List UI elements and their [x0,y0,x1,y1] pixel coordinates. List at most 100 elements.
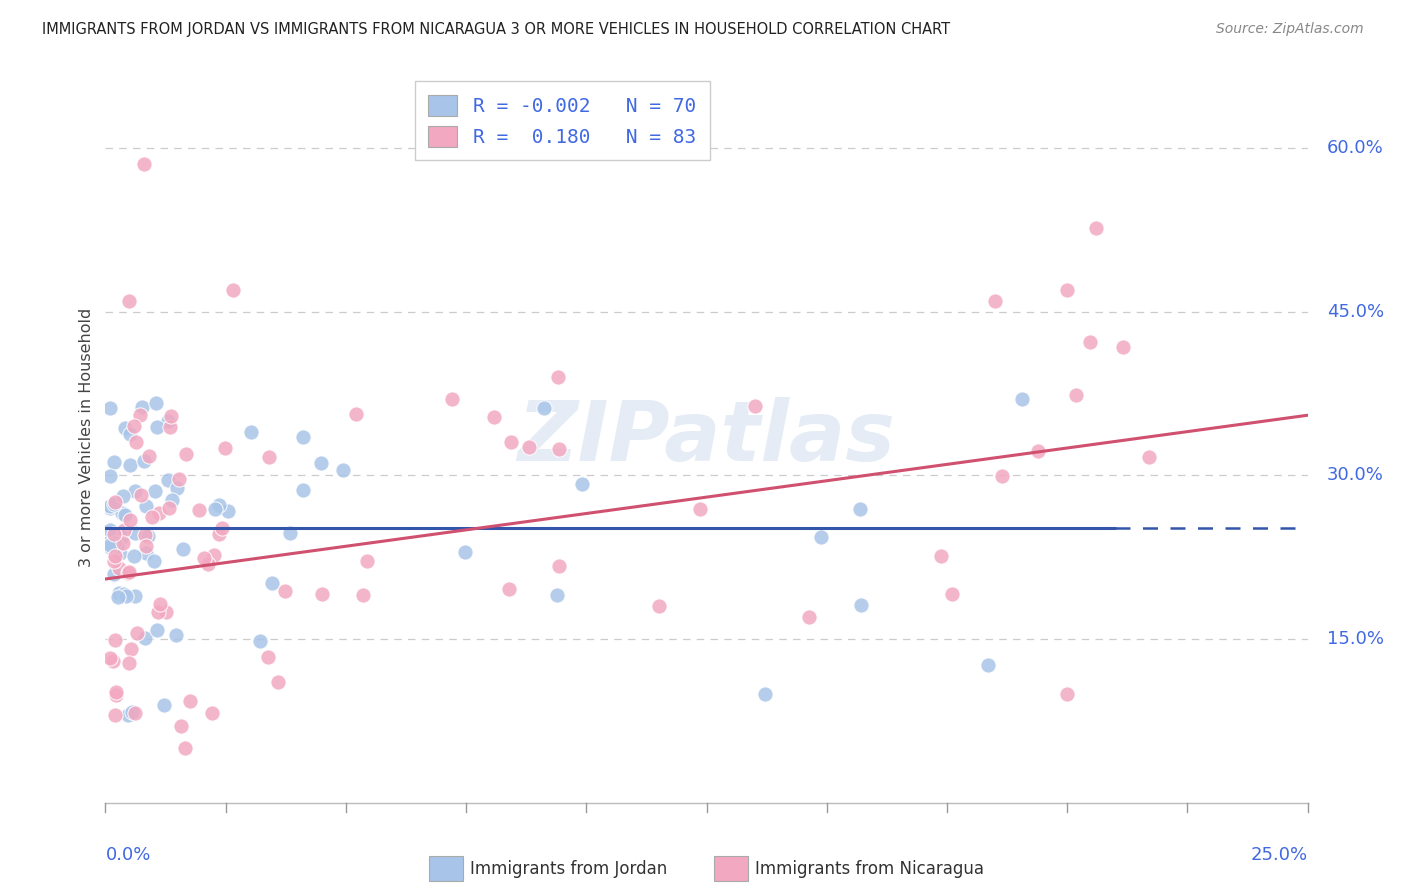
Point [204,548,226,562]
Point [291,429,314,443]
Point [103,526,125,541]
Point [1064,388,1087,402]
Point [311,587,333,601]
Point [112,587,135,601]
Point [124,526,146,541]
Point [193,551,215,566]
Point [201,706,224,721]
Point [157,500,180,515]
Point [204,501,226,516]
Point [517,441,540,455]
Point [104,708,127,723]
Point [103,455,125,469]
Point [356,554,378,568]
Point [122,549,145,563]
Point [112,523,135,537]
Point [188,503,211,517]
Text: ZIPatlas: ZIPatlas [517,397,896,477]
Point [990,469,1012,483]
Point [1112,340,1135,354]
Point [145,396,167,410]
Point [311,456,333,470]
Point [118,656,141,670]
Point [547,558,569,573]
Point [146,623,169,637]
Point [217,504,239,518]
Point [929,549,952,564]
Point [810,530,832,544]
Text: Immigrants from Jordan: Immigrants from Jordan [470,860,666,878]
Point [138,449,160,463]
Point [167,473,190,487]
Point [440,392,463,406]
Point [120,458,142,473]
Point [121,706,143,720]
Point [122,418,145,433]
Point [103,536,125,550]
Legend: R = -0.002   N = 70, R =  0.180   N = 83: R = -0.002 N = 70, R = 0.180 N = 83 [415,81,710,161]
Point [129,487,152,501]
Point [352,588,374,602]
Point [117,566,139,580]
Point [135,539,157,553]
Point [498,582,520,597]
Point [98,538,121,552]
Point [214,441,236,455]
Point [107,585,129,599]
Point [754,687,776,701]
Point [1078,335,1101,350]
Text: Source: ZipAtlas.com: Source: ZipAtlas.com [1216,22,1364,37]
Point [211,521,233,535]
Text: 0.0%: 0.0% [105,847,150,864]
Point [849,502,872,516]
Point [135,500,157,514]
Text: 15.0%: 15.0% [1327,630,1384,648]
Point [107,591,129,605]
Point [98,541,121,555]
Point [98,524,121,538]
Y-axis label: 3 or more Vehicles in Household: 3 or more Vehicles in Household [79,308,94,566]
Point [120,642,142,657]
Point [159,409,181,424]
Point [124,706,146,720]
Point [179,694,201,708]
Point [111,489,134,503]
Point [165,628,187,642]
Point [117,708,139,723]
Point [132,157,155,171]
Point [149,597,172,611]
Point [114,508,136,522]
Point [256,649,278,664]
Point [105,539,128,553]
Point [98,651,121,665]
Point [571,477,593,491]
Point [127,625,149,640]
Point [332,463,354,477]
Point [482,410,505,425]
Point [107,561,129,575]
Point [174,741,197,756]
Point [648,599,671,614]
Point [125,435,148,450]
Point [346,407,368,421]
Point [849,598,872,612]
Point [111,506,134,520]
Point [1056,687,1078,701]
Point [260,576,283,591]
Point [103,554,125,568]
Point [249,634,271,648]
Point [160,493,183,508]
Text: 25.0%: 25.0% [1250,847,1308,864]
Point [118,293,141,308]
Point [132,454,155,468]
Point [104,633,127,648]
Point [744,399,766,413]
Point [1056,283,1078,297]
Point [98,401,121,415]
Point [143,554,166,568]
Point [111,530,134,544]
Point [797,610,820,624]
Point [98,500,121,515]
Point [104,688,127,702]
Point [278,526,301,541]
